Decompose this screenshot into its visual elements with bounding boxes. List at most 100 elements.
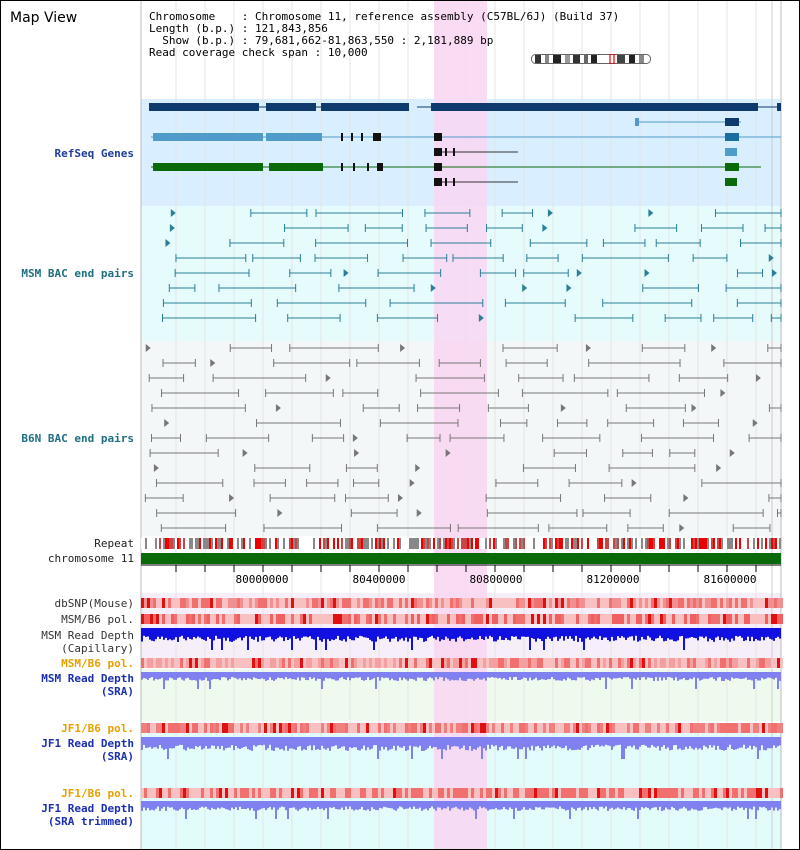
msm-capillary-depth-bar <box>245 628 247 637</box>
jf1-pol-strip <box>528 723 531 733</box>
track-label-jf1-depth-sra[interactable]: JF1 Read Depth (SRA) <box>41 737 134 763</box>
msm-capillary-depth-bar <box>405 628 407 638</box>
track-label-msm-b6-pol-1[interactable]: MSM/B6 pol. <box>61 613 134 626</box>
repeat-segment <box>643 538 645 549</box>
track-label-jf1-depth-trimmed[interactable]: JF1 Read Depth (SRA trimmed) <box>41 802 134 828</box>
gene-d-exon <box>725 163 739 171</box>
jf1-trimmed-depth-bar <box>297 801 299 811</box>
track-label-msm-b6-pol-2[interactable]: MSM/B6 pol. <box>61 657 134 670</box>
jf1-sra-depth-bar <box>211 737 213 746</box>
jf1-sra-depth-bar <box>413 737 415 747</box>
msm-capillary-depth-bar <box>683 628 685 650</box>
msm-capillary-depth-bar <box>767 628 769 637</box>
track-label-msm-bac[interactable]: MSM BAC end pairs <box>21 267 134 280</box>
dbsnp-strip <box>231 598 234 608</box>
msm-pol-strip <box>723 614 726 624</box>
jf1-sra-depth-bar <box>451 737 453 747</box>
track-label-jf1-b6-pol-2[interactable]: JF1/B6 pol. <box>61 787 134 800</box>
msm-sra-depth-bar <box>257 672 259 679</box>
msm-pol2-strip <box>636 658 639 668</box>
msm-sra-depth-bar <box>487 672 489 678</box>
msm-pol-strip <box>567 614 570 624</box>
chromosome-ideogram[interactable] <box>531 54 651 64</box>
jf1-sra-depth-bar <box>361 737 363 749</box>
msm-capillary-depth-bar <box>259 628 261 637</box>
jf1-sra-depth-bar <box>307 737 309 747</box>
track-label-b6n-bac[interactable]: B6N BAC end pairs <box>21 432 134 445</box>
jf1-sra-depth-bar <box>341 737 343 747</box>
jf1-pol-strip <box>543 723 546 733</box>
msm-capillary-depth-bar <box>213 628 215 641</box>
dbsnp-strip <box>594 598 597 608</box>
jf1-pol2-strip <box>663 788 666 798</box>
msm-bac-pair-marker <box>648 209 654 217</box>
jf1-pol-strip <box>552 723 555 733</box>
msm-capillary-depth-bar <box>277 628 279 638</box>
jf1-pol2-strip <box>294 788 297 798</box>
jf1-trimmed-depth-bar <box>201 801 203 807</box>
msm-pol2-strip <box>177 658 180 668</box>
b6n-bac-pair-marker <box>210 359 216 367</box>
msm-pol-strip <box>498 614 501 624</box>
msm-sra-depth-bar <box>413 672 415 680</box>
jf1-pol-strip <box>453 723 456 733</box>
jf1-trimmed-depth-bar <box>631 801 633 810</box>
jf1-sra-depth-bar <box>323 737 325 749</box>
jf1-trimmed-depth-bar <box>675 801 677 811</box>
msm-sra-depth-bar <box>549 672 551 680</box>
msm-sra-depth-bar <box>335 672 337 681</box>
repeat-segment <box>337 538 339 549</box>
jf1-sra-depth-bar <box>209 737 211 749</box>
msm-pol2-strip <box>552 658 555 668</box>
track-label-jf1-b6-pol-1[interactable]: JF1/B6 pol. <box>61 722 134 735</box>
repeat-segment <box>517 538 519 549</box>
jf1-pol-strip <box>333 723 336 733</box>
msm-pol2-strip <box>699 658 702 668</box>
repeat-segment <box>545 538 547 549</box>
msm-sra-depth-bar <box>619 672 621 678</box>
track-label-refseq[interactable]: RefSeq Genes <box>54 147 134 160</box>
dbsnp-strip <box>282 598 285 608</box>
jf1-trimmed-depth-bar <box>253 801 255 811</box>
msm-pol2-strip <box>462 658 465 668</box>
track-label-chromosome[interactable]: chromosome 11 <box>47 552 134 565</box>
msm-capillary-depth-bar <box>351 628 353 641</box>
msm-pol2-strip <box>357 658 360 668</box>
dbsnp-strip <box>444 598 447 608</box>
track-label-dbsnp[interactable]: dbSNP(Mouse) <box>54 597 134 610</box>
msm-pol2-strip <box>579 658 582 668</box>
msm-capillary-depth-bar <box>595 628 597 639</box>
track-label-msm-depth-capillary[interactable]: MSM Read Depth (Capillary) <box>41 629 134 655</box>
jf1-trimmed-depth-bar <box>329 801 331 808</box>
jf1-trimmed-depth-bar <box>733 801 735 809</box>
repeat-segment <box>601 538 603 549</box>
track-label-msm-depth-sra[interactable]: MSM Read Depth (SRA) <box>41 672 134 698</box>
dbsnp-strip <box>375 598 378 608</box>
msm-pol-strip <box>564 614 567 624</box>
msm-sra-depth-bar <box>173 672 175 680</box>
jf1-trimmed-depth-bar <box>305 801 307 809</box>
msm-pol-strip <box>609 614 612 624</box>
jf1-sra-depth-bar <box>301 737 303 751</box>
jf1-trimmed-depth-bar <box>319 801 321 810</box>
msm-capillary-depth-bar <box>713 628 715 642</box>
track-label-repeat[interactable]: Repeat <box>94 537 134 550</box>
msm-sra-depth-bar <box>433 672 435 681</box>
msm-capillary-depth-bar <box>623 628 625 638</box>
repeat-segment <box>183 538 185 549</box>
repeat-segment <box>615 538 617 549</box>
dbsnp-strip <box>636 598 639 608</box>
dbsnp-strip <box>732 598 735 608</box>
repeat-segment <box>559 538 561 549</box>
msm-capillary-depth-bar <box>499 628 501 637</box>
msm-pol2-strip <box>672 658 675 668</box>
jf1-pol-strip <box>402 723 405 733</box>
msm-pol-strip <box>240 614 243 624</box>
dbsnp-strip <box>306 598 309 608</box>
jf1-trimmed-depth-bar <box>731 801 733 811</box>
dbsnp-strip <box>441 598 444 608</box>
dbsnp-strip <box>147 598 150 608</box>
repeat-segment <box>323 538 325 549</box>
jf1-trimmed-depth-bar <box>617 801 619 808</box>
